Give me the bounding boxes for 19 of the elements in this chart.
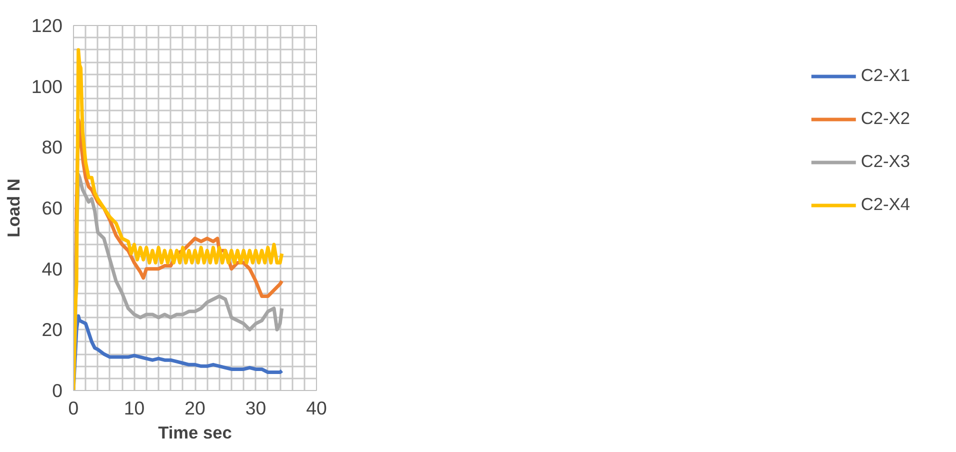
x-tick-label: 20 — [184, 398, 206, 418]
y-tick-label: 120 — [31, 15, 63, 36]
line-series — [74, 48, 284, 390]
x-tick-label: 40 — [306, 398, 327, 418]
y-tick-label: 0 — [52, 380, 63, 401]
y-tick-label: 60 — [42, 198, 63, 218]
x-axis-title: Time sec — [158, 422, 232, 442]
y-tick-label: 40 — [42, 258, 63, 280]
x-tick-label: 0 — [68, 398, 79, 418]
y-axis-title: Load N — [3, 178, 24, 238]
legend-label: C2-X3 — [860, 151, 910, 172]
x-tick-label: 30 — [245, 398, 266, 418]
y-tick-label: 20 — [42, 319, 63, 340]
y-tick-label: 80 — [42, 136, 63, 158]
legend-label: C2-X1 — [860, 65, 910, 86]
legend-label: C2-X2 — [860, 108, 910, 129]
y-tick-label: 100 — [31, 76, 63, 97]
legend-label: C2-X4 — [860, 194, 910, 215]
x-tick-label: 10 — [124, 398, 145, 418]
